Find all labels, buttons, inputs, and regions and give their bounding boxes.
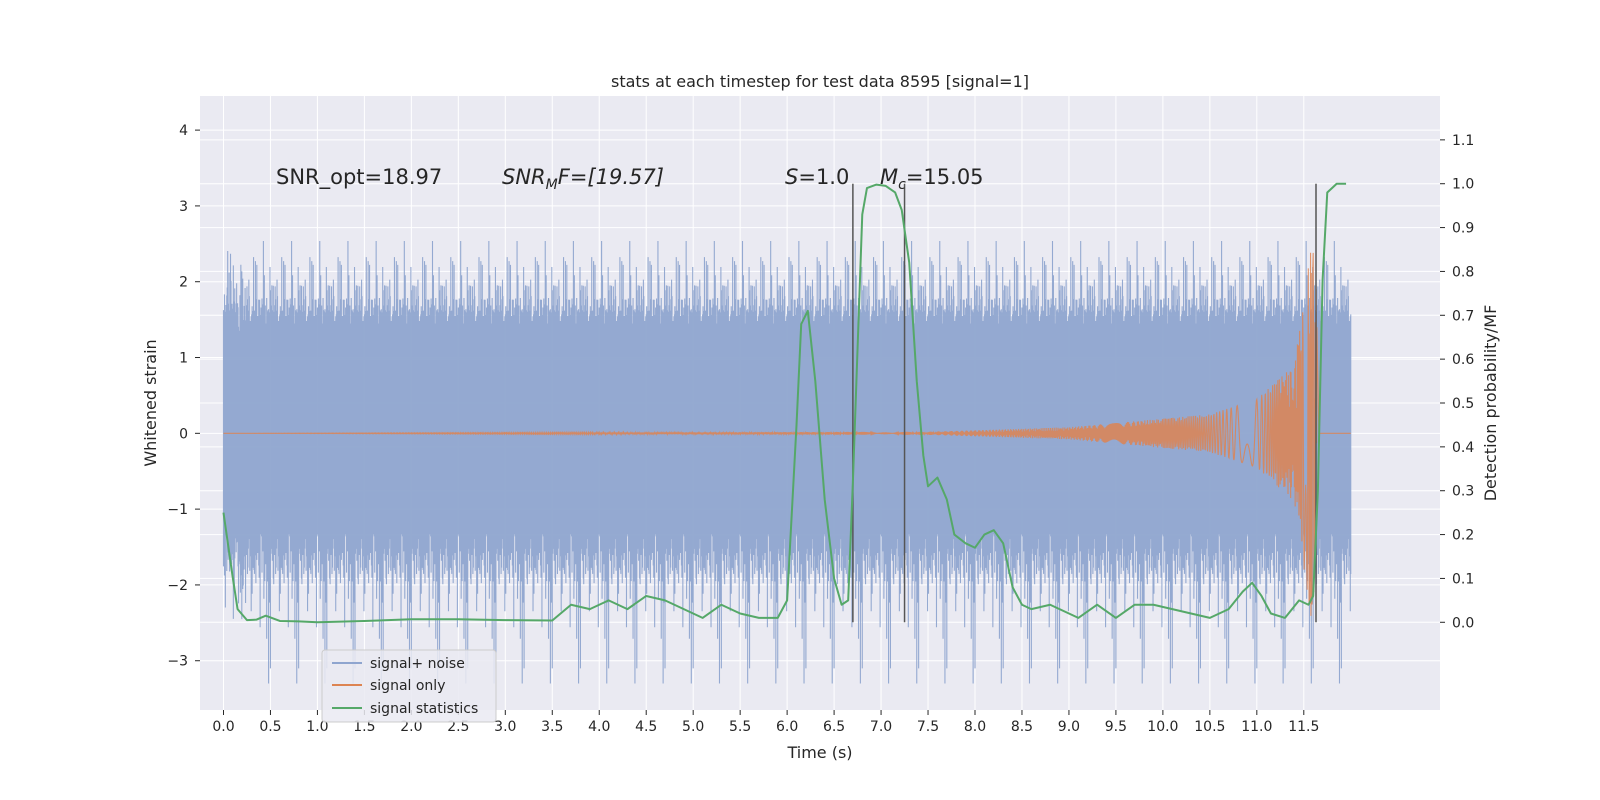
y-right-tick-label: 0.4 [1452, 440, 1474, 456]
annotation-snr-mf-main: SNR [502, 165, 546, 189]
y-tick-label: 2 [179, 275, 188, 291]
x-tick-label: 7.0 [870, 719, 892, 735]
x-tick-label: 0.5 [259, 719, 281, 735]
annotation-snr-mf-sub: M [546, 177, 558, 193]
x-tick-label: 6.0 [776, 719, 798, 735]
annotation-snr-mf: SNRMF=[19.57] [502, 165, 664, 193]
y-right-tick-label: 0.1 [1452, 571, 1474, 587]
y-right-tick-label: 1.0 [1452, 177, 1474, 193]
series-signal-statistics-line [222, 182, 1347, 624]
x-tick-label: 4.0 [588, 719, 610, 735]
chart-title: stats at each timestep for test data 859… [611, 72, 1029, 91]
axes: 0.0 0.5 1.0 1.5 2.0 2.5 3.0 3.5 4.0 4.5 5.0 5.5 6.0 6… [167, 123, 1474, 735]
signal-only-series [223, 252, 1351, 616]
y-right-tick-label: 0.5 [1452, 396, 1474, 412]
annotation-snr-mf-rest: F=[19.57] [558, 165, 664, 189]
x-tick-label: 1.0 [306, 719, 328, 735]
x-tick-label: 11.5 [1288, 719, 1319, 735]
x-tick-label: 3.0 [494, 719, 516, 735]
annotation-s: S=1.0 [785, 165, 849, 189]
legend-label-signal: signal only [370, 678, 445, 694]
annotation-mc-rest: =15.05 [906, 165, 984, 189]
y-tick-label: 3 [179, 199, 188, 215]
y-right-axis-label: Detection probability/MF [1481, 305, 1500, 502]
y-right-tick-label: 0.8 [1452, 264, 1474, 280]
series-signal-only-line [223, 252, 1351, 616]
y-right-tick-label: 0.2 [1452, 528, 1474, 544]
legend-box [321, 649, 497, 723]
signal-statistics-series [222, 182, 1347, 624]
x-tick-label: 2.0 [400, 719, 422, 735]
y-tick-label: −3 [167, 654, 188, 670]
x-tick-label: 11.0 [1241, 719, 1272, 735]
x-tick-label: 10.0 [1147, 719, 1178, 735]
y-axis-label: Whitened strain [141, 339, 160, 466]
x-tick-label: 6.5 [823, 719, 845, 735]
y-tick-label: 1 [179, 351, 188, 367]
x-tick-label: 1.5 [353, 719, 375, 735]
y-tick-label: −2 [167, 578, 188, 594]
annotation-s-rest: =1.0 [798, 165, 849, 189]
y-right-tick-label: 0.0 [1452, 615, 1474, 631]
x-tick-label: 7.5 [917, 719, 939, 735]
y-right-tick-label: 0.3 [1452, 484, 1474, 500]
x-tick-label: 10.5 [1194, 719, 1225, 735]
x-tick-label: 2.5 [447, 719, 469, 735]
x-axis-label: Time (s) [786, 743, 852, 762]
y-right-tick-label: 0.6 [1452, 352, 1474, 368]
annotation-mc-main: M [880, 165, 898, 189]
y-tick-label: 0 [179, 426, 188, 442]
annotation-s-main: S [785, 165, 798, 189]
annotation-mc: Mc=15.05 [880, 165, 984, 193]
legend: signal+ noise signal only signal statist… [321, 649, 497, 723]
x-tick-label: 5.0 [682, 719, 704, 735]
x-tick-label: 4.5 [635, 719, 657, 735]
x-tick-label: 8.5 [1011, 719, 1033, 735]
x-tick-label: 3.5 [541, 719, 563, 735]
legend-label-stats: signal statistics [370, 701, 478, 717]
annotation-mc-sub: c [898, 177, 906, 193]
y-tick-label: 4 [179, 123, 188, 139]
y-tick-label: −1 [167, 502, 188, 518]
x-tick-label: 0.0 [212, 719, 234, 735]
x-tick-label: 8.0 [964, 719, 986, 735]
annotation-snr-opt: SNR_opt=18.97 [276, 165, 442, 190]
x-tick-label: 5.5 [729, 719, 751, 735]
y-right-tick-label: 0.9 [1452, 221, 1474, 237]
legend-label-noise: signal+ noise [370, 656, 465, 672]
annotations: SNR_opt=18.97 SNRMF=[19.57] S=1.0 Mc=15.… [276, 165, 984, 193]
x-tick-label: 9.5 [1105, 719, 1127, 735]
x-tick-label: 9.0 [1058, 719, 1080, 735]
y-right-tick-label: 1.1 [1452, 133, 1474, 149]
y-right-tick-label: 0.7 [1452, 308, 1474, 324]
